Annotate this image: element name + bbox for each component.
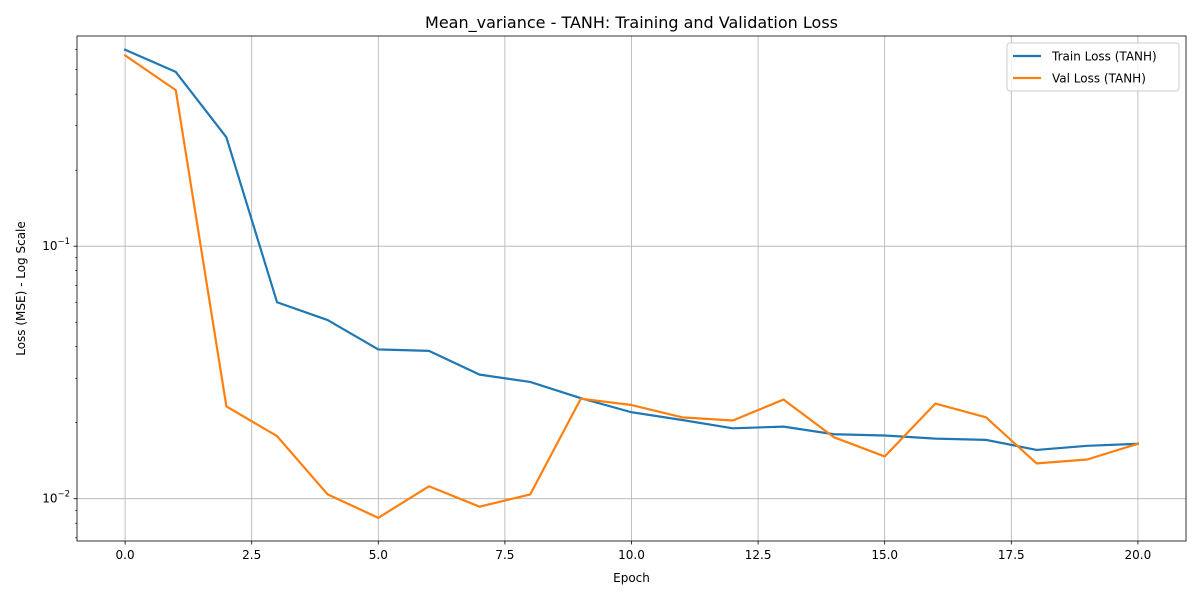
x-tick-label: 5.0 xyxy=(369,548,388,562)
y-axis-label: Loss (MSE) - Log Scale xyxy=(14,221,28,356)
x-axis-label: Epoch xyxy=(613,571,650,585)
legend: Train Loss (TANH) Val Loss (TANH) xyxy=(1006,42,1180,92)
x-tick-label: 12.5 xyxy=(745,548,772,562)
x-tick-label: 2.5 xyxy=(242,548,261,562)
series-line-train xyxy=(123,48,1140,452)
legend-label: Val Loss (TANH) xyxy=(1052,72,1146,86)
chart-title: Mean_variance - TANH: Training and Valid… xyxy=(425,13,838,33)
x-tick-label: 0.0 xyxy=(116,548,135,562)
x-tick-label: 7.5 xyxy=(495,548,514,562)
x-tick-label: 20.0 xyxy=(1125,548,1152,562)
x-axis-ticks: 0.0 2.5 5.0 7.5 10.0 12.5 15.0 17.5 20.0 xyxy=(116,541,1152,562)
series-line-val xyxy=(123,53,1140,519)
grid-lines xyxy=(77,36,1186,541)
x-tick-label: 17.5 xyxy=(998,548,1025,562)
x-tick-label: 10.0 xyxy=(618,548,645,562)
x-tick-label: 15.0 xyxy=(871,548,898,562)
y-tick-label: 10−2 xyxy=(42,490,70,506)
series-lines xyxy=(123,48,1140,519)
legend-label: Train Loss (TANH) xyxy=(1051,50,1157,64)
y-axis-ticks: 10−2 10−1 xyxy=(42,49,77,539)
y-tick-label: 10−1 xyxy=(42,237,70,253)
legend-box xyxy=(1006,42,1180,92)
